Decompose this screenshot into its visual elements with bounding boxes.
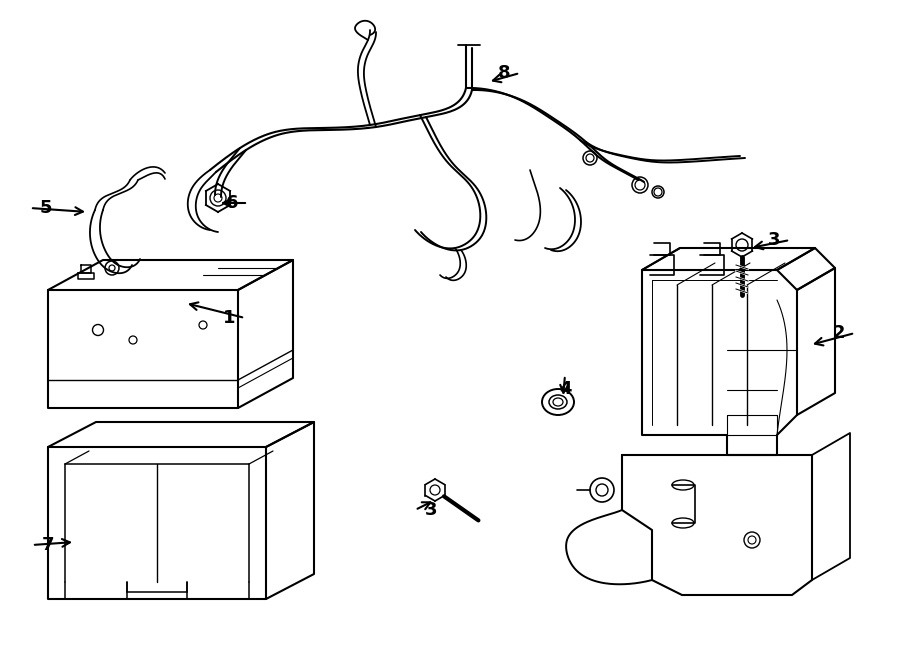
Circle shape xyxy=(210,190,226,206)
Circle shape xyxy=(129,336,137,344)
Text: 3: 3 xyxy=(768,231,780,249)
Circle shape xyxy=(586,154,594,162)
Circle shape xyxy=(632,177,648,193)
Ellipse shape xyxy=(542,389,574,415)
Circle shape xyxy=(748,536,756,544)
Circle shape xyxy=(635,180,645,190)
Text: 8: 8 xyxy=(498,64,510,82)
Text: 5: 5 xyxy=(40,199,52,217)
Text: 3: 3 xyxy=(425,501,437,519)
Ellipse shape xyxy=(553,398,563,406)
Ellipse shape xyxy=(549,395,567,409)
Text: 7: 7 xyxy=(42,536,55,554)
Circle shape xyxy=(199,321,207,329)
Circle shape xyxy=(105,261,119,275)
Circle shape xyxy=(654,188,662,196)
Ellipse shape xyxy=(672,480,694,490)
Circle shape xyxy=(744,532,760,548)
Circle shape xyxy=(214,194,222,202)
Text: 1: 1 xyxy=(222,309,235,327)
Circle shape xyxy=(590,478,614,502)
Text: 2: 2 xyxy=(832,324,845,342)
Ellipse shape xyxy=(672,518,694,528)
Circle shape xyxy=(109,265,115,271)
Circle shape xyxy=(736,239,748,251)
Circle shape xyxy=(596,484,608,496)
Circle shape xyxy=(583,151,597,165)
Text: 6: 6 xyxy=(226,194,238,212)
Text: 4: 4 xyxy=(559,380,572,398)
Circle shape xyxy=(93,324,104,336)
Circle shape xyxy=(430,485,440,495)
Circle shape xyxy=(652,186,664,198)
